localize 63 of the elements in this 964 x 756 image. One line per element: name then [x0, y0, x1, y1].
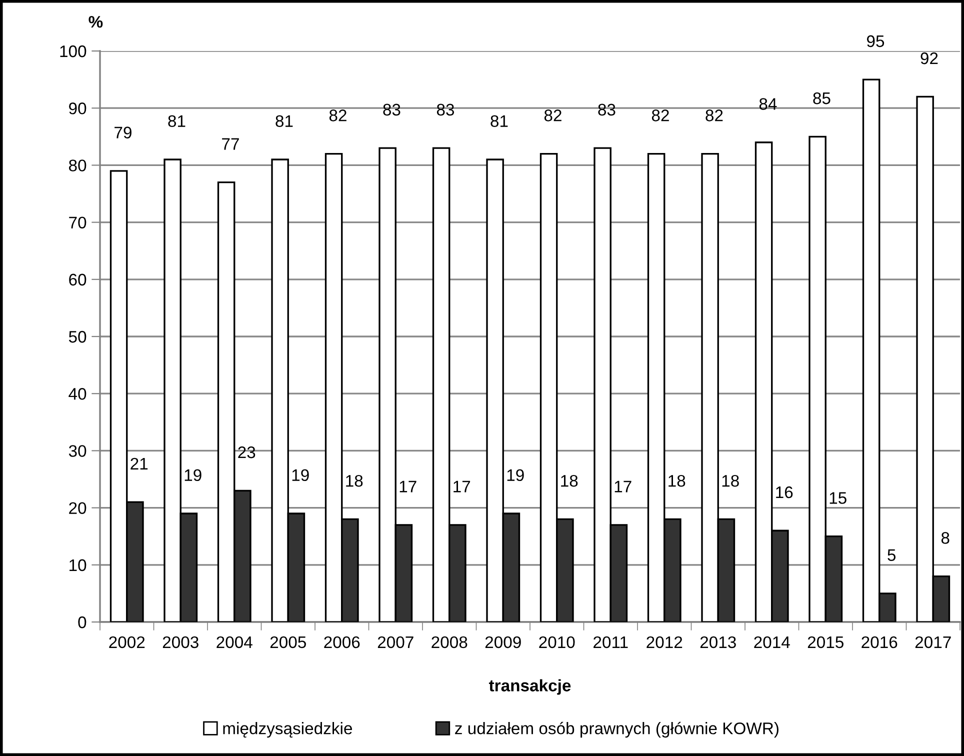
- x-tick-label: 2015: [808, 636, 844, 648]
- y-tick-label: 10: [70, 559, 86, 572]
- y-tick-label: 30: [68, 445, 86, 457]
- y-tick-label: 90: [69, 102, 86, 114]
- y-tick-label: 40: [68, 388, 86, 400]
- data-label: 82: [652, 110, 669, 122]
- data-label: 18: [346, 474, 363, 487]
- data-label: 82: [544, 110, 562, 122]
- data-label: 81: [276, 115, 293, 128]
- x-tick-label: 2004: [216, 636, 252, 648]
- x-tick-label: 2003: [162, 636, 198, 648]
- x-tick-label: 2017: [915, 636, 951, 648]
- y-axis-title: %: [88, 16, 103, 28]
- data-label: 18: [722, 474, 739, 487]
- data-label: 85: [813, 92, 830, 104]
- data-label: 17: [454, 480, 470, 492]
- data-label: 21: [130, 458, 148, 470]
- x-tick-label: 2012: [646, 636, 682, 648]
- x-tick-label: 2010: [539, 636, 575, 648]
- data-label: 5: [888, 549, 896, 561]
- data-label: 77: [222, 138, 239, 150]
- x-tick-label: 2002: [109, 636, 145, 648]
- x-axis-title: transakcje: [488, 679, 571, 695]
- data-label: 19: [184, 469, 202, 482]
- data-label: 84: [759, 98, 777, 110]
- x-tick-label: 2011: [594, 636, 628, 648]
- data-label: 15: [830, 492, 846, 504]
- data-label: 79: [114, 126, 132, 138]
- y-tick-label: 70: [69, 216, 86, 229]
- y-tick-label: 100: [60, 45, 86, 58]
- data-label: 18: [561, 474, 578, 487]
- y-tick-label: 20: [69, 502, 86, 514]
- x-tick-label: 2013: [700, 636, 736, 648]
- data-label: 8: [941, 532, 950, 544]
- data-label: 83: [383, 104, 400, 116]
- data-label: 19: [507, 469, 524, 482]
- data-label: 16: [776, 486, 793, 498]
- y-tick-label: 60: [69, 274, 86, 286]
- x-tick-label: 2006: [324, 636, 360, 648]
- data-label: 82: [706, 110, 723, 122]
- data-label: 95: [866, 35, 884, 48]
- data-label: 81: [490, 115, 508, 128]
- data-label: 81: [168, 115, 186, 128]
- data-label: 23: [238, 446, 256, 458]
- data-label: 83: [598, 104, 616, 116]
- data-label: 82: [329, 110, 346, 122]
- x-tick-label: 2005: [270, 636, 306, 648]
- y-tick-label: 50: [68, 330, 86, 343]
- data-label: 17: [614, 480, 632, 492]
- x-tick-label: 2016: [862, 636, 898, 648]
- y-tick-label: 0: [78, 616, 86, 628]
- data-label: 92: [920, 52, 938, 64]
- y-tick-label: 80: [68, 160, 86, 172]
- legend-label: z udziałem osób prawnych (głównie KOWR): [455, 722, 778, 738]
- x-tick-label: 2008: [432, 636, 468, 648]
- x-tick-label: 2007: [378, 636, 414, 648]
- data-label: 19: [292, 469, 309, 482]
- data-label: 18: [668, 474, 686, 487]
- legend-label: międzysąsiedzkie: [223, 722, 352, 738]
- data-label: 83: [436, 104, 454, 116]
- data-label: 17: [400, 480, 416, 492]
- x-tick-label: 2009: [485, 636, 521, 648]
- x-tick-label: 2014: [754, 636, 790, 648]
